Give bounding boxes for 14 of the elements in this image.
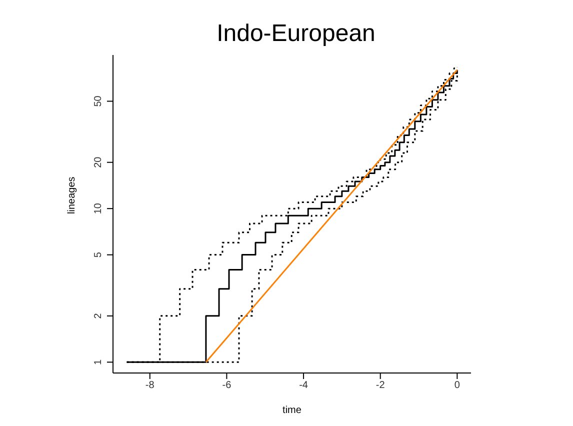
x-tick-label: -2 bbox=[376, 380, 386, 392]
x-tick-label: -6 bbox=[222, 380, 232, 392]
y-tick-label: 10 bbox=[93, 202, 104, 214]
x-tick-label: -4 bbox=[299, 380, 308, 392]
y-tick-label: 1 bbox=[93, 358, 104, 365]
y-axis-title: lineages bbox=[66, 176, 78, 214]
x-tick-label: 0 bbox=[454, 380, 460, 392]
y-tick-label: 50 bbox=[93, 95, 104, 107]
y-tick-label: 5 bbox=[93, 252, 104, 258]
x-tick-label: -8 bbox=[145, 380, 155, 392]
x-axis-title: time bbox=[282, 405, 302, 416]
y-tick-label: 20 bbox=[93, 156, 104, 168]
y-tick-label: 2 bbox=[93, 312, 104, 319]
chart-title: Indo-European bbox=[216, 20, 376, 48]
